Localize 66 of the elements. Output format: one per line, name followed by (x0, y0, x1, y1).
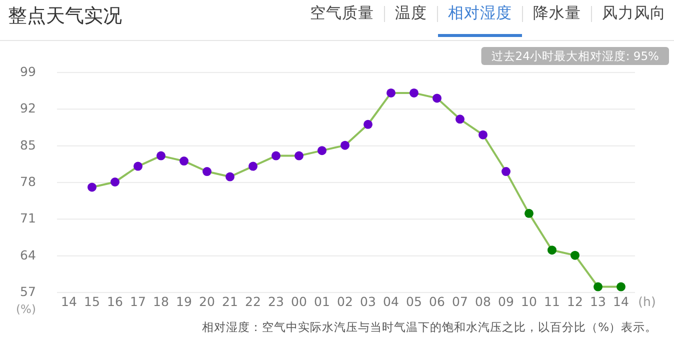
point (432, 94, 442, 103)
point (272, 151, 280, 160)
point (248, 162, 258, 171)
text: 过去24小时最大相对湿度: 95% (491, 49, 660, 63)
x-tick-label: 14 (61, 294, 77, 309)
point (478, 130, 488, 140)
point (134, 162, 142, 171)
point (570, 250, 580, 260)
x-tick-label: 15 (84, 294, 100, 309)
text: 空气质量 (310, 4, 374, 22)
y-tick-label: 78 (20, 174, 36, 189)
point (502, 167, 510, 176)
y-tick-label: 64 (20, 247, 36, 262)
point (364, 120, 372, 129)
x-tick-label: 02 (337, 294, 353, 309)
point (294, 151, 304, 160)
point (548, 246, 556, 255)
point (594, 282, 602, 292)
point (156, 151, 166, 160)
point (386, 88, 396, 98)
point (110, 178, 120, 186)
x-tick-label: 09 (498, 294, 514, 309)
point (318, 146, 326, 156)
x-tick-label: 18 (153, 294, 169, 309)
y-tick-label: 92 (20, 100, 36, 116)
y-tick-label: 85 (20, 137, 36, 152)
point (524, 208, 534, 218)
point (340, 140, 350, 150)
x-tick-label: 13 (590, 294, 606, 309)
text: 降水量 (533, 4, 581, 22)
x-tick-label: 19 (176, 294, 192, 309)
text: 相对湿度：空气中实际水汽压与当时气温下的饱和水汽压之比，以百分比（%）表示。 (202, 320, 657, 334)
x-tick-label: 12 (567, 294, 583, 309)
x-tick-label: 03 (360, 294, 376, 309)
y-tick-label: 57 (20, 284, 36, 299)
x-tick-label: 17 (130, 294, 146, 309)
y-tick-label: 71 (20, 210, 36, 226)
x-tick-label: 05 (406, 294, 422, 309)
x-tick-label: 23 (268, 294, 284, 309)
point (202, 167, 212, 176)
point (180, 156, 188, 166)
x-tick-label: 10 (521, 294, 537, 309)
x-tick-label: 14 (613, 294, 629, 309)
x-tick-label: 07 (452, 294, 468, 309)
x-tick-label: 04 (383, 294, 399, 309)
x-tick-label: 11 (544, 294, 560, 309)
x-tick-label: 08 (475, 294, 491, 309)
x-tick-label: 00 (291, 294, 307, 309)
x-tick-label: 06 (429, 294, 445, 309)
x-tick-label: 01 (314, 294, 330, 309)
x-tick-label: 16 (107, 294, 123, 309)
x-tick-label: 20 (199, 294, 215, 309)
chart-title: 整点天气实况 (8, 5, 122, 27)
text: 风力风向 (602, 4, 666, 22)
text: 温度 (395, 4, 427, 22)
point (226, 172, 234, 182)
y-tick-label: 99 (20, 64, 36, 79)
x-tick-label: 21 (222, 294, 238, 309)
y-axis-title: (%) (16, 302, 36, 316)
point (616, 282, 626, 292)
point (88, 182, 96, 192)
point (456, 114, 464, 124)
point (410, 88, 418, 98)
x-axis-title: (h) (638, 294, 656, 309)
text: 相对湿度 (448, 4, 512, 22)
x-tick-label: 22 (245, 294, 261, 309)
